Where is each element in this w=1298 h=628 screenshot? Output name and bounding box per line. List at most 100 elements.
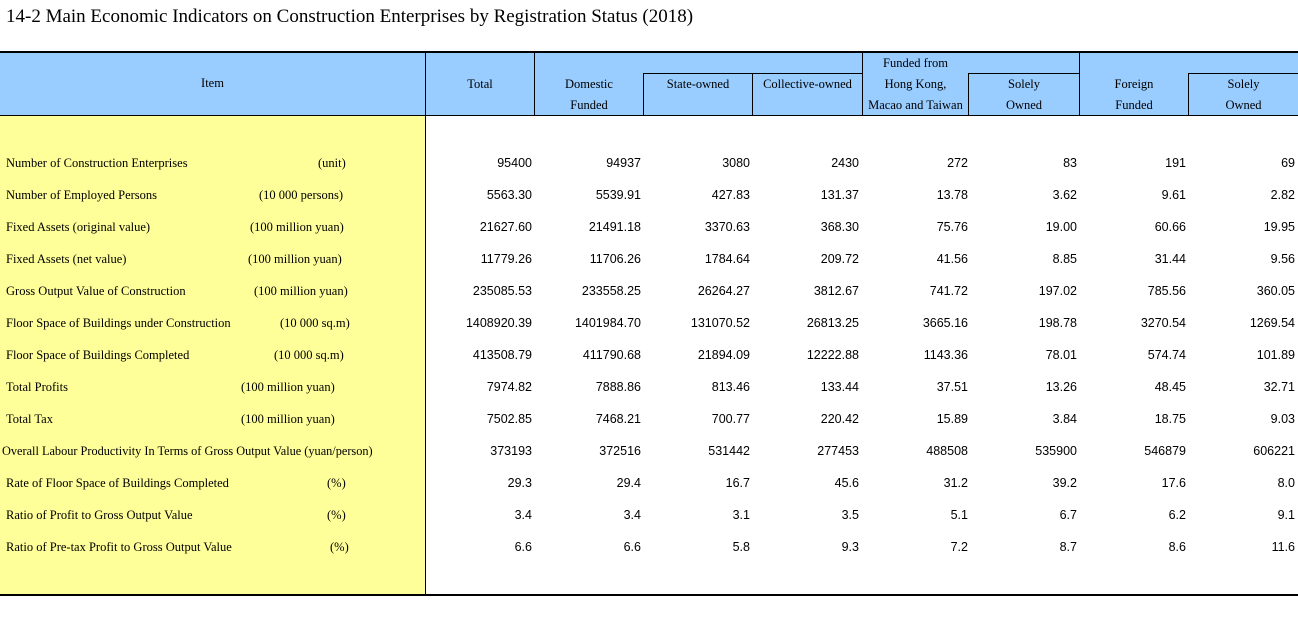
table-cell: 9.61 (1161, 188, 1186, 202)
table-cell: 11779.26 (480, 252, 532, 266)
table-cell: 8.85 (1052, 252, 1077, 266)
table-cell: 37.51 (936, 380, 968, 394)
row-label: Ratio of Profit to Gross Output Value (6, 508, 193, 522)
table-cell: 101.89 (1256, 348, 1295, 362)
row-label: Overall Labour Productivity In Terms of … (2, 444, 373, 458)
table-cell: 1784.64 (704, 252, 750, 266)
table-cell: 75.76 (936, 220, 968, 234)
table-cell: 15.89 (936, 412, 968, 426)
table-cell: 95400 (497, 156, 532, 170)
table-cell: 19.00 (1045, 220, 1077, 234)
table-cell: 8.0 (1277, 476, 1295, 490)
table-cell: 8.7 (1059, 540, 1077, 554)
row-label: Ratio of Pre-tax Profit to Gross Output … (6, 540, 232, 554)
header-hmt-line2: Macao and Taiwan (868, 98, 963, 112)
header-hmt-solely-line2: Owned (1005, 98, 1043, 112)
header-foreign-solely-line1: Solely (1227, 77, 1260, 91)
row-label: Rate of Floor Space of Buildings Complet… (6, 476, 229, 490)
table-cell: 9.3 (841, 540, 859, 554)
row-unit: (100 million yuan) (250, 220, 344, 234)
table-cell: 29.4 (616, 476, 641, 490)
table-cell: 220.42 (820, 412, 859, 426)
row-unit: (100 million yuan) (248, 252, 342, 266)
table-cell: 6.6 (514, 540, 532, 554)
header-collective-owned: Collective-owned (763, 77, 852, 91)
table-cell: 488508 (926, 444, 968, 458)
table-cell: 3.62 (1052, 188, 1077, 202)
table-cell: 373193 (490, 444, 532, 458)
table-cell: 6.7 (1059, 508, 1077, 522)
table-cell: 700.77 (711, 412, 750, 426)
table-cell: 26264.27 (697, 284, 750, 298)
header-divider (862, 53, 863, 115)
table-cell: 133.44 (820, 380, 859, 394)
table-cell: 45.6 (834, 476, 859, 490)
header-total: Total (467, 77, 493, 91)
row-label: Total Tax (6, 412, 53, 426)
table-cell: 8.6 (1168, 540, 1186, 554)
table-cell: 12222.88 (806, 348, 859, 362)
table-cell: 411790.68 (582, 348, 641, 362)
table-cell: 233558.25 (581, 284, 641, 298)
row-label: Fixed Assets (original value) (6, 220, 151, 234)
table-cell: 606221 (1253, 444, 1295, 458)
item-column-divider (425, 53, 426, 594)
header-divider (1188, 73, 1189, 115)
table-cell: 3.5 (841, 508, 859, 522)
header-divider (1079, 53, 1080, 115)
table-cell: 31.44 (1154, 252, 1186, 266)
table-cell: 209.72 (820, 252, 859, 266)
table-cell: 3270.54 (1140, 316, 1186, 330)
table-cell: 9.03 (1270, 412, 1295, 426)
table-cell: 41.56 (936, 252, 968, 266)
table-cell: 21894.09 (697, 348, 750, 362)
table-cell: 3370.63 (704, 220, 750, 234)
table-cell: 131.37 (820, 188, 859, 202)
row-label: Total Profits (6, 380, 68, 394)
row-unit: (%) (327, 508, 346, 522)
table-cell: 272 (947, 156, 968, 170)
foreign-subheader-rule (1188, 73, 1298, 74)
table-cell: 1143.36 (923, 348, 968, 362)
hmt-subheader-rule (968, 73, 1079, 74)
header-domestic-line1: Domestic (565, 77, 613, 91)
table-cell: 6.6 (623, 540, 641, 554)
table-cell: 1269.54 (1249, 316, 1295, 330)
header-divider (752, 73, 753, 115)
table-cell: 32.71 (1263, 380, 1295, 394)
table-cell: 131070.52 (690, 316, 750, 330)
table-cell: 5.1 (950, 508, 968, 522)
row-unit: (10 000 sq.m) (274, 348, 344, 362)
row-unit: (10 000 sq.m) (280, 316, 350, 330)
table-cell: 18.75 (1154, 412, 1186, 426)
table-cell: 191 (1165, 156, 1186, 170)
header-hmt-line1: Hong Kong, (884, 77, 947, 91)
table-cell: 13.26 (1045, 380, 1077, 394)
table-cell: 368.30 (820, 220, 859, 234)
table-cell: 7888.86 (595, 380, 641, 394)
table-cell: 3.1 (732, 508, 750, 522)
header-domestic-line2: Funded (570, 98, 608, 112)
row-unit: (%) (327, 476, 346, 490)
table-cell: 7974.82 (486, 380, 532, 394)
header-background (0, 53, 1298, 115)
table-cell: 277453 (817, 444, 859, 458)
table-cell: 60.66 (1154, 220, 1186, 234)
table-cell: 3080 (722, 156, 750, 170)
table-cell: 7502.85 (486, 412, 532, 426)
table-cell: 1401984.70 (574, 316, 641, 330)
row-label: Number of Employed Persons (6, 188, 158, 202)
table-bottom-rule (0, 594, 1298, 596)
table-cell: 3812.67 (813, 284, 859, 298)
item-column-background (0, 116, 425, 594)
row-unit: (%) (330, 540, 349, 554)
table-cell: 785.56 (1147, 284, 1186, 298)
table-cell: 21627.60 (479, 220, 532, 234)
table-cell: 5.8 (732, 540, 750, 554)
table-top-rule (0, 51, 1298, 53)
table-cell: 94937 (606, 156, 641, 170)
table-cell: 9.56 (1270, 252, 1295, 266)
header-hmt-top: Funded from (883, 56, 948, 70)
header-divider (534, 53, 535, 115)
table-cell: 360.05 (1256, 284, 1295, 298)
